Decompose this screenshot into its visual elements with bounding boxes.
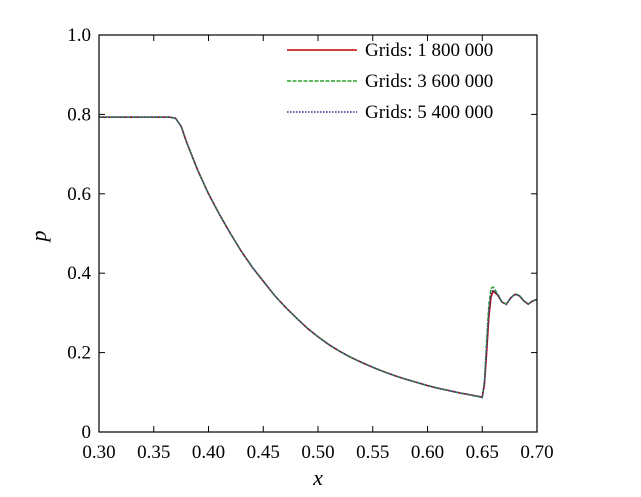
legend: Grids: 1 800 000 Grids: 3 600 000 Grids: 5… xyxy=(287,40,493,123)
x-tick-label: 0.50 xyxy=(301,442,334,463)
y-tick-label: 1.0 xyxy=(67,25,91,46)
x-tick-label: 0.60 xyxy=(411,442,444,463)
y-tick-label: 0.6 xyxy=(67,184,91,205)
y-tick-label: 0.4 xyxy=(67,263,91,284)
series-line-2 xyxy=(99,116,538,399)
x-tick-label: 0.45 xyxy=(247,442,280,463)
y-tick-label: 0.8 xyxy=(67,104,91,125)
legend-label-3: Grids: 5 400 000 xyxy=(365,102,493,123)
y-tick-label: 0.2 xyxy=(67,343,91,364)
x-tick-label: 0.65 xyxy=(466,442,499,463)
x-tick-label: 0.55 xyxy=(356,442,389,463)
legend-label-2: Grids: 3 600 000 xyxy=(365,71,493,92)
axis-ticks xyxy=(98,34,538,433)
legend-label-1: Grids: 1 800 000 xyxy=(365,40,493,61)
x-tick-label: 0.70 xyxy=(520,442,553,463)
x-tick-label: 0.30 xyxy=(82,442,115,463)
series-line-1 xyxy=(99,116,538,398)
series-line-3 xyxy=(99,116,538,399)
x-tick-label: 0.35 xyxy=(137,442,170,463)
y-axis-label: p xyxy=(26,231,51,244)
x-axis-label: x xyxy=(312,465,323,490)
tick-labels: 0.30 0.35 0.40 0.45 0.50 0.55 0.60 0.65 0.70 0 0.2… xyxy=(67,25,553,463)
plot-lines xyxy=(99,116,538,399)
plot-frame xyxy=(98,34,538,433)
y-tick-label: 0 xyxy=(82,422,92,443)
x-tick-label: 0.40 xyxy=(192,442,225,463)
